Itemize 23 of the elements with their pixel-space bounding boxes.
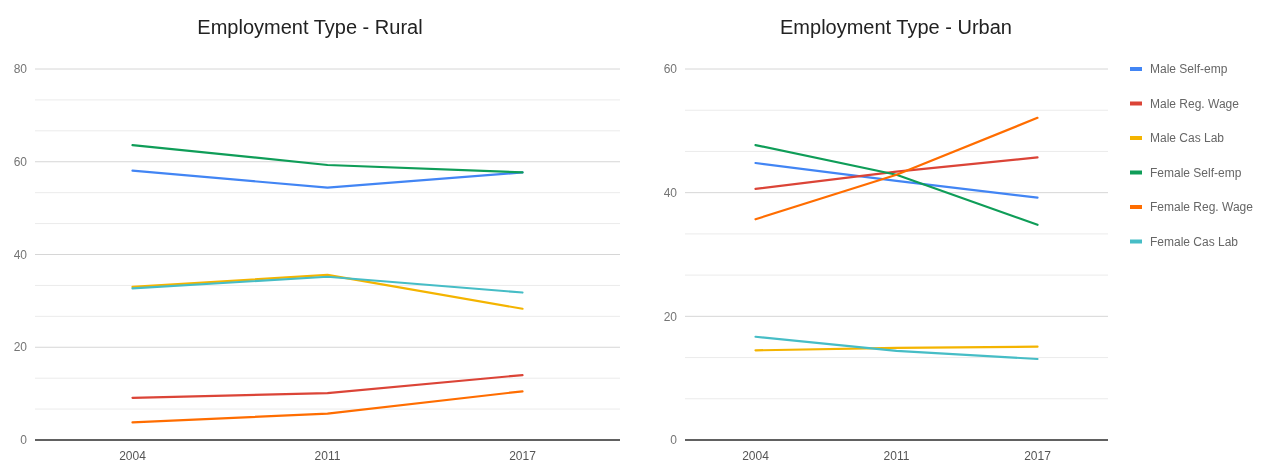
legend-label: Male Self-emp bbox=[1150, 62, 1228, 77]
legend-label: Female Cas Lab bbox=[1150, 234, 1239, 249]
x-tick-label: 2004 bbox=[119, 449, 147, 463]
x-tick-label: 2011 bbox=[314, 449, 341, 463]
chart-title: Employment Type - Rural bbox=[197, 16, 423, 38]
y-tick-label: 80 bbox=[13, 62, 28, 77]
y-tick-label: 60 bbox=[663, 62, 678, 77]
legend-label: Female Reg. Wage bbox=[1150, 200, 1254, 215]
x-tick-label: 2004 bbox=[742, 449, 770, 463]
y-tick-label: 60 bbox=[13, 154, 28, 169]
chart-title: Employment Type - Urban bbox=[780, 16, 1012, 38]
x-tick-label: 2011 bbox=[883, 449, 910, 463]
y-tick-label: 20 bbox=[663, 309, 678, 324]
y-tick-label: 0 bbox=[20, 433, 28, 448]
legend-label: Female Self-emp bbox=[1150, 165, 1242, 180]
legend-label: Male Reg. Wage bbox=[1150, 96, 1240, 111]
y-tick-label: 40 bbox=[13, 247, 28, 262]
legend-label: Male Cas Lab bbox=[1150, 131, 1225, 146]
y-tick-label: 0 bbox=[670, 433, 678, 448]
x-tick-label: 2017 bbox=[509, 449, 537, 463]
x-tick-label: 2017 bbox=[1024, 449, 1052, 463]
y-tick-label: 20 bbox=[13, 340, 28, 355]
y-tick-label: 40 bbox=[663, 185, 678, 200]
